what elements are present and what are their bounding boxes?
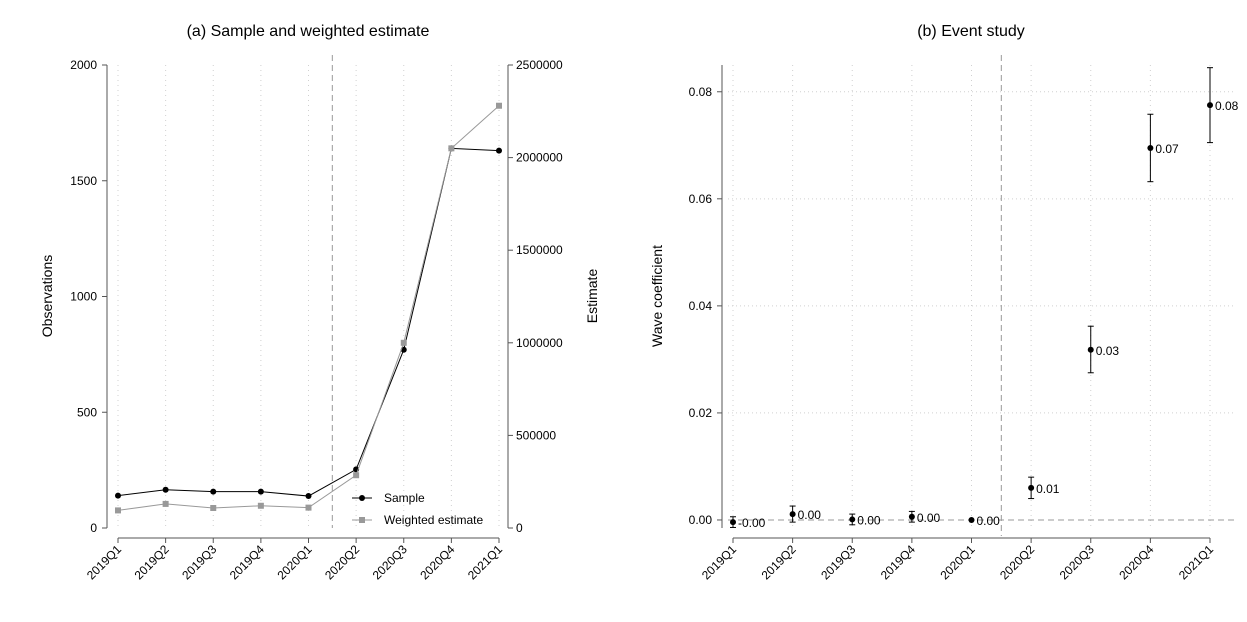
panel-a-x-tick-label: 2020Q1 bbox=[275, 542, 315, 582]
panel-a-point-2020Q1 bbox=[305, 493, 312, 500]
panel-b-x-tick-label: 2019Q3 bbox=[818, 542, 858, 582]
panel-a-right-tick-label: 2500000 bbox=[516, 58, 563, 72]
panel-b-y-tick-label: 0.00 bbox=[689, 513, 713, 527]
panel-a-left-tick-label: 2000 bbox=[70, 58, 97, 72]
panel-a-x-tick-label: 2019Q4 bbox=[227, 542, 267, 582]
panel-b-y-tick-label: 0.04 bbox=[689, 299, 713, 313]
panel-b-data-label-2020Q3: 0.03 bbox=[1096, 344, 1120, 358]
panel-a-point-2020Q1 bbox=[305, 504, 312, 511]
panel-b-point-2020Q3 bbox=[1087, 346, 1094, 353]
panel-a-series bbox=[115, 102, 502, 514]
panel-a-point-2019Q4 bbox=[257, 488, 264, 495]
panel-b-event-study: (b) Event study Wave coefficient 0.000.0… bbox=[649, 23, 1239, 582]
panel-b-x-tick-label: 2019Q1 bbox=[699, 542, 739, 582]
panel-a-point-2020Q4 bbox=[448, 145, 455, 152]
panel-a-right-tick-label: 2000000 bbox=[516, 151, 563, 165]
panel-a-axes: 0 500 1000 1500 2000 0 500000 1000000 1500000 200… bbox=[70, 58, 563, 582]
panel-b-point-2021Q1 bbox=[1207, 102, 1213, 109]
legend-label: Sample bbox=[384, 491, 425, 505]
panel-a-sample-and-weighted-estimate: (a) Sample and weighted estimate Observa… bbox=[39, 23, 600, 582]
panel-b-point-2019Q3 bbox=[849, 516, 856, 523]
panel-a-left-tick-label: 500 bbox=[77, 405, 97, 419]
panel-a-left-axis-title: Observations bbox=[39, 255, 55, 337]
panel-b-data-label-2019Q4: 0.00 bbox=[917, 511, 941, 525]
panel-a-left-tick-label: 1000 bbox=[70, 290, 97, 304]
panel-a-x-tick-label: 2021Q1 bbox=[465, 542, 505, 582]
panel-a-point-2020Q2 bbox=[353, 472, 360, 479]
panel-b-data-label-2021Q1: 0.08 bbox=[1215, 99, 1239, 113]
panel-b-x-tick-label: 2019Q4 bbox=[878, 542, 918, 582]
panel-b-axes: 0.00 0.02 0.04 0.06 0.08 2019Q1 2019Q2 2019Q3 20… bbox=[689, 65, 1216, 582]
panel-a-point-2020Q3 bbox=[400, 339, 407, 346]
panel-b-y-axis-title: Wave coefficient bbox=[649, 245, 665, 347]
panel-a-point-2019Q2 bbox=[162, 500, 169, 507]
panel-b-y-tick-label: 0.06 bbox=[689, 192, 713, 206]
legend-marker bbox=[359, 495, 365, 501]
panel-a-point-2021Q1 bbox=[496, 102, 502, 109]
panel-b-y-tick-label: 0.02 bbox=[689, 406, 713, 420]
panel-a-x-tick-label: 2019Q2 bbox=[132, 542, 172, 582]
panel-b-x-tick-label: 2020Q1 bbox=[938, 542, 978, 582]
panel-b-x-tick-label: 2020Q2 bbox=[997, 542, 1037, 582]
panel-a-left-tick-label: 1500 bbox=[70, 174, 97, 188]
panel-a-point-2019Q3 bbox=[210, 504, 217, 511]
panel-a-series-line-weighted-estimate bbox=[117, 105, 500, 511]
panel-a-title: (a) Sample and weighted estimate bbox=[187, 23, 430, 40]
panel-a-point-2019Q3 bbox=[210, 488, 217, 495]
panel-a-x-tick-label: 2020Q3 bbox=[370, 542, 410, 582]
panel-b-x-tick-label: 2019Q2 bbox=[759, 542, 799, 582]
panel-a-x-tick-label: 2019Q1 bbox=[84, 542, 124, 582]
panel-b-data-label-2019Q1: -0.00 bbox=[738, 516, 766, 530]
panel-b-coefficients: -0.00 0.00 0.00 0.00 0.00 0.01 0.03 0.07 0.08 bbox=[730, 67, 1239, 530]
panel-b-data-label-2020Q2: 0.01 bbox=[1036, 482, 1060, 496]
panel-a-point-2019Q1 bbox=[115, 492, 121, 499]
panel-b-point-2020Q4 bbox=[1147, 144, 1154, 151]
panel-a-right-tick-label: 1500000 bbox=[516, 243, 563, 257]
panel-b-grid bbox=[728, 55, 1235, 536]
panel-a-x-tick-label: 2019Q3 bbox=[179, 542, 219, 582]
panel-b-point-2020Q2 bbox=[1028, 484, 1035, 491]
panel-b-x-tick-label: 2021Q1 bbox=[1176, 542, 1216, 582]
panel-b-point-2020Q1 bbox=[968, 516, 975, 523]
panel-b-x-tick-label: 2020Q4 bbox=[1116, 542, 1156, 582]
panel-a-right-tick-label: 0 bbox=[516, 521, 523, 535]
panel-b-data-label-2019Q2: 0.00 bbox=[798, 508, 822, 522]
panel-b-data-label-2019Q3: 0.00 bbox=[857, 513, 881, 527]
panel-a-x-tick-label: 2020Q2 bbox=[322, 542, 362, 582]
panel-a-point-2019Q1 bbox=[115, 507, 121, 514]
panel-b-data-label-2020Q4: 0.07 bbox=[1155, 142, 1179, 156]
panel-a-legend: Sample Weighted estimate bbox=[352, 491, 483, 527]
panel-a-x-tick-label: 2020Q4 bbox=[417, 542, 457, 582]
panel-b-data-label-2020Q1: 0.00 bbox=[977, 514, 1001, 528]
panel-a-point-2019Q2 bbox=[162, 486, 169, 493]
panel-a-right-tick-label: 500000 bbox=[516, 428, 556, 442]
panel-b-title: (b) Event study bbox=[917, 23, 1025, 40]
panel-a-right-tick-label: 1000000 bbox=[516, 336, 563, 350]
panel-a-left-tick-label: 0 bbox=[90, 521, 97, 535]
panel-b-point-2019Q4 bbox=[908, 513, 915, 520]
panel-a-point-2021Q1 bbox=[496, 147, 502, 154]
panel-b-x-tick-label: 2020Q3 bbox=[1057, 542, 1097, 582]
panel-a-point-2019Q4 bbox=[257, 502, 264, 509]
panel-b-point-2019Q1 bbox=[730, 519, 736, 526]
legend-label: Weighted estimate bbox=[384, 513, 483, 527]
panel-a-grid bbox=[117, 55, 500, 528]
panel-b-y-tick-label: 0.08 bbox=[689, 85, 713, 99]
panel-a-right-axis-title: Estimate bbox=[584, 269, 600, 324]
panel-b-point-2019Q2 bbox=[789, 511, 796, 518]
legend-marker bbox=[359, 517, 365, 523]
